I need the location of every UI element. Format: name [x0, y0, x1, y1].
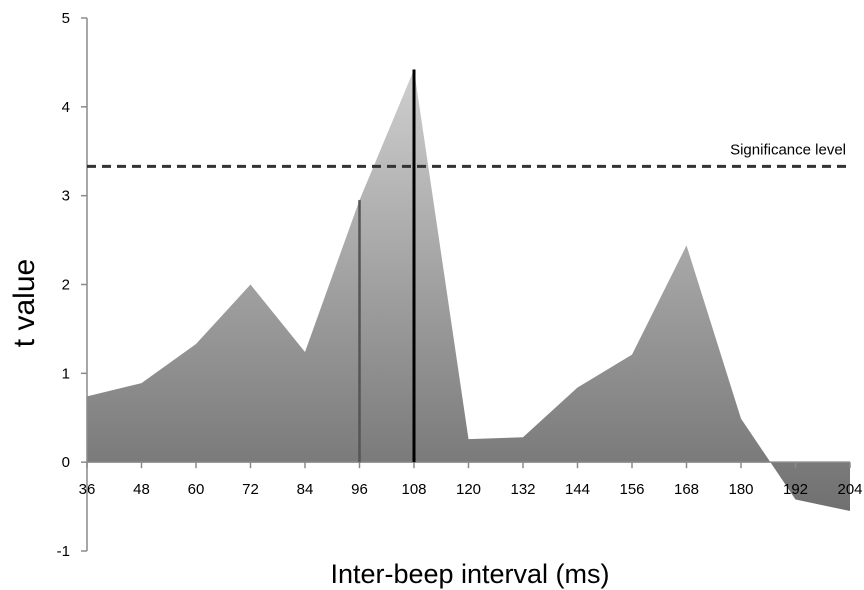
- tick-labels: -1 0 1 2 3 4 5 36 48 60 72 84 96 108 120 132 144 156 168 18…: [57, 10, 863, 560]
- x-tick-label: 72: [242, 481, 259, 498]
- x-tick-label: 156: [619, 481, 644, 498]
- y-tick-label: 2: [62, 277, 70, 294]
- data-area: [87, 69, 850, 512]
- x-tick-label: 192: [783, 481, 808, 498]
- y-axis-title: t value: [8, 259, 41, 347]
- marker-lines: [358, 69, 416, 463]
- y-tick-label: 4: [62, 99, 70, 116]
- x-tick-label: 180: [728, 481, 753, 498]
- x-tick-label: 108: [401, 481, 426, 498]
- x-tick-label: 48: [133, 481, 150, 498]
- x-tick-label: 120: [456, 481, 481, 498]
- y-tick-label: 0: [62, 454, 70, 471]
- x-tick-label: 204: [837, 481, 862, 498]
- x-tick-label: 60: [188, 481, 205, 498]
- x-tick-label: 84: [297, 481, 314, 498]
- significance-label: Significance level: [730, 141, 846, 158]
- axes: [81, 17, 851, 552]
- y-tick-label: 5: [62, 10, 70, 27]
- y-tick-label: 1: [62, 365, 70, 382]
- y-tick-label: 3: [62, 188, 70, 205]
- x-tick-label: 144: [565, 481, 590, 498]
- significance-layer: Significance level: [87, 141, 850, 168]
- x-tick-label: 168: [674, 481, 699, 498]
- x-tick-label: 96: [351, 481, 368, 498]
- x-tick-label: 132: [510, 481, 535, 498]
- x-axis-title: Inter-beep interval (ms): [330, 559, 609, 589]
- x-tick-label: 36: [79, 481, 96, 498]
- area-layer: [87, 69, 850, 512]
- y-tick-label: -1: [57, 543, 70, 560]
